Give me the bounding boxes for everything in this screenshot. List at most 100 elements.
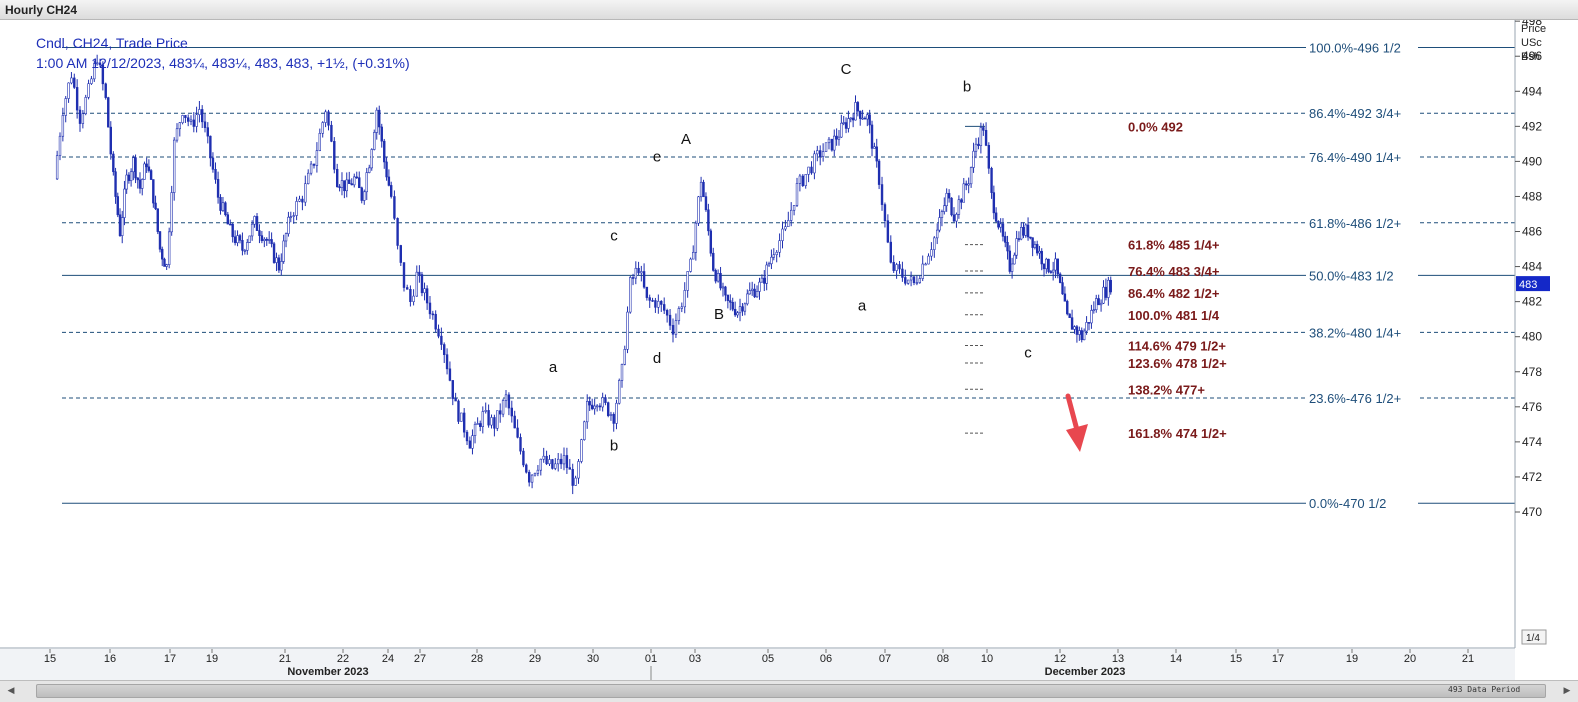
month-label: December 2023 <box>1045 666 1126 678</box>
candle-body <box>883 204 887 222</box>
candle-body <box>525 464 528 473</box>
candle-body <box>280 261 283 271</box>
horizontal-scrollbar[interactable]: ◀ 493 Data Period ▶ <box>0 680 1578 702</box>
candle-body <box>930 249 933 257</box>
candle-body <box>260 235 264 242</box>
time-tick-label: 21 <box>1462 653 1474 665</box>
candle-body <box>748 290 751 295</box>
fib-level-label: 86.4%-492 3/4+ <box>1309 106 1401 121</box>
candle-body <box>1008 250 1012 272</box>
candle-body <box>101 64 105 85</box>
candle-body <box>343 180 346 192</box>
candle-body <box>448 368 452 381</box>
candle-body <box>405 287 409 290</box>
candle-body <box>289 216 292 218</box>
candle-body <box>116 196 119 216</box>
candle-body <box>746 293 749 305</box>
candle-body <box>1031 237 1034 248</box>
candle-body <box>665 310 669 316</box>
candle-body <box>420 274 424 294</box>
candle-body <box>1095 298 1098 311</box>
page-indicator-label: 1/4 <box>1526 633 1540 644</box>
candle-body <box>170 192 173 233</box>
candle-body <box>184 115 187 119</box>
price-tick-label: 492 <box>1522 119 1542 133</box>
projection-label: 138.2% 477+ <box>1128 382 1205 397</box>
scroll-thumb[interactable] <box>36 684 1546 698</box>
candle-body <box>263 238 266 242</box>
candle-body <box>248 235 251 243</box>
candle-body <box>568 467 572 470</box>
candle-body <box>609 413 613 416</box>
scroll-right-icon[interactable]: ▶ <box>1563 686 1571 696</box>
candle-body <box>1085 322 1088 332</box>
candle-body <box>837 136 841 140</box>
candle-body <box>714 270 717 282</box>
candle-body <box>380 126 383 142</box>
candle-body <box>974 143 978 152</box>
candle-body <box>955 214 958 222</box>
candle-body <box>697 196 700 224</box>
price-tick-label: 486 <box>1522 225 1542 239</box>
candle-body <box>246 242 249 251</box>
candle-body <box>530 474 534 483</box>
candle-body <box>309 163 313 174</box>
candle-body <box>136 177 139 181</box>
time-axis: 15 16 17 19 21 22 24 27 28 29 30 01 03 05 06 07 08 10 12 13… <box>0 647 1515 680</box>
candle-body <box>861 117 864 120</box>
candlestick-chart[interactable]: 100.0%-496 1/2 86.4%-492 3/4+ 76.4%-490 1/… <box>0 20 1578 680</box>
candle-body <box>859 110 862 119</box>
candle-body <box>637 267 640 274</box>
candle-body <box>813 153 816 174</box>
candle-body <box>156 208 159 232</box>
time-tick-label: 06 <box>820 653 832 665</box>
candle-body <box>348 179 351 184</box>
price-tick-label: 478 <box>1522 365 1542 379</box>
candle-body <box>645 286 649 298</box>
candle-body <box>412 295 415 302</box>
candle-body <box>634 267 638 279</box>
candle-body <box>440 335 443 345</box>
projection-label: 86.4% 482 1/2+ <box>1128 286 1220 301</box>
time-tick-label: 20 <box>1404 653 1416 665</box>
candle-body <box>221 202 225 211</box>
candle-body <box>870 124 874 149</box>
arrow-shaft <box>1065 393 1080 433</box>
candle-body <box>267 239 271 241</box>
candle-body <box>154 202 157 210</box>
time-tick-label: 13 <box>1112 653 1124 665</box>
candle-body <box>1063 293 1067 302</box>
scroll-left-icon[interactable]: ◀ <box>7 686 15 696</box>
candle-body <box>1049 271 1053 273</box>
time-tick-label: 22 <box>337 653 349 665</box>
candle-body <box>167 231 171 265</box>
candle-body <box>1068 313 1071 318</box>
candle-body <box>1097 298 1100 306</box>
candle-body <box>1099 302 1103 306</box>
candle-body <box>629 277 632 313</box>
fibonacci-projection: 0.0% 492 61.8% 485 1/4+ 76.4% 483 3/4+ 86.4… <box>965 119 1227 441</box>
page-indicator[interactable]: 1/4 <box>1521 629 1547 645</box>
candle-body <box>892 261 895 271</box>
arrow-head-icon <box>1066 424 1088 452</box>
candle-body <box>123 188 126 218</box>
candle-body <box>801 175 805 186</box>
candle-body <box>898 264 901 270</box>
candle-body <box>258 230 261 236</box>
candle-body <box>443 344 446 355</box>
price-header-line1: Price <box>1521 23 1546 35</box>
candle-body <box>1042 263 1046 270</box>
candle-body <box>275 257 278 263</box>
candle-body <box>402 262 406 288</box>
candle-body <box>539 458 543 471</box>
candle-body <box>409 289 412 302</box>
candle-body <box>702 181 705 197</box>
candle-body <box>95 62 99 65</box>
candle-body <box>945 192 948 207</box>
candle-body <box>147 166 151 171</box>
candle-body <box>598 405 602 408</box>
candle-body <box>642 271 646 288</box>
candle-body <box>335 168 339 188</box>
candle-body <box>583 421 586 440</box>
candle-body <box>671 325 675 335</box>
